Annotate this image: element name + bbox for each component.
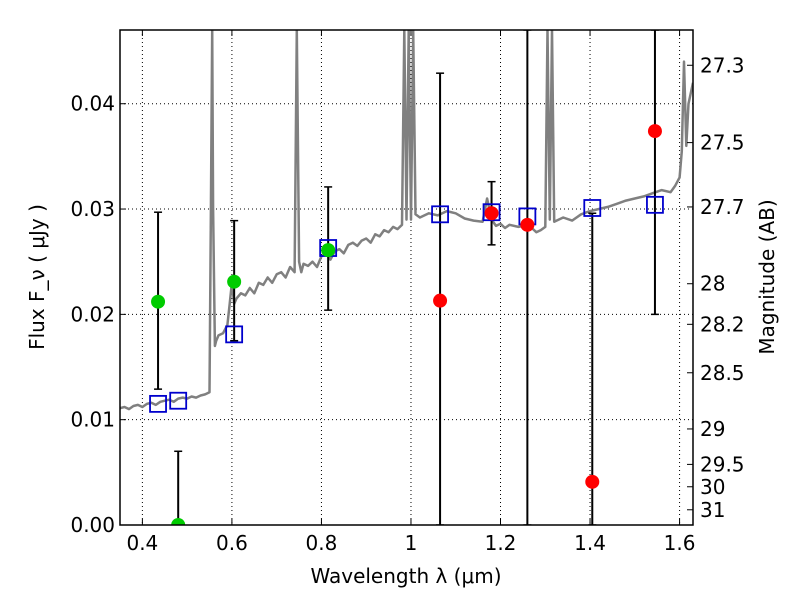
red-point-1 — [484, 206, 499, 221]
right-tick-label-0: 27.3 — [700, 53, 745, 77]
x-tick-label-2: 0.8 — [306, 531, 338, 555]
x-tick-label-5: 1.4 — [574, 531, 606, 555]
grid — [120, 30, 693, 526]
y-tick-label-4: 0.04 — [70, 92, 115, 116]
x-tick-label-1: 0.6 — [216, 531, 248, 555]
model-square-7 — [583, 199, 602, 217]
red-point-0 — [433, 293, 448, 308]
green-point-2 — [321, 243, 336, 258]
right-tick-label-2: 27.7 — [700, 195, 745, 219]
x-tick-label-3: 1 — [405, 531, 418, 555]
right-tick-label-4: 28.2 — [700, 312, 745, 336]
y-tick-label-1: 0.01 — [70, 408, 115, 432]
model-square-4 — [431, 205, 449, 224]
x-axis-label: Wavelength λ (μm) — [310, 564, 501, 588]
plot-area — [120, 30, 693, 525]
right-tick-label-7: 29.5 — [700, 452, 745, 476]
model-square-8 — [646, 195, 664, 214]
y-tick-label-3: 0.03 — [70, 197, 115, 221]
red-point-4 — [647, 124, 662, 139]
y-tick-label-0: 0.00 — [70, 513, 115, 537]
model-square-1 — [169, 391, 188, 410]
model-square-2 — [225, 325, 244, 344]
green-point-1 — [227, 274, 242, 289]
x-tick-label-6: 1.6 — [664, 531, 696, 555]
x-tick-label-0: 0.4 — [126, 531, 158, 555]
right-tick-label-9: 31 — [700, 498, 725, 522]
right-tick-label-8: 30 — [700, 475, 725, 499]
red-point-3 — [585, 474, 600, 489]
green-point-3 — [171, 518, 186, 525]
right-tick-label-3: 28 — [700, 272, 725, 296]
axis-ticks: 0.4 0.6 0.8 1 1.2 1.4 1.6 0.00 0.01 0.02 0.03 0.04 2… — [70, 30, 745, 555]
red-point-2 — [520, 217, 535, 232]
green-point-0 — [151, 294, 166, 309]
plot-frame — [119, 29, 694, 526]
y-tick-label-2: 0.02 — [70, 302, 115, 326]
model-square-0 — [149, 394, 167, 413]
right-tick-label-1: 27.5 — [700, 131, 745, 155]
right-tick-label-5: 28.5 — [700, 361, 745, 385]
y-axis-label: Flux F_ν ( μJy ) — [25, 204, 49, 350]
right-tick-label-6: 29 — [700, 417, 725, 441]
model-spectrum-line — [120, 30, 693, 411]
right-axis-label: Magnitude (AB) — [755, 199, 779, 354]
x-tick-label-4: 1.2 — [485, 531, 517, 555]
